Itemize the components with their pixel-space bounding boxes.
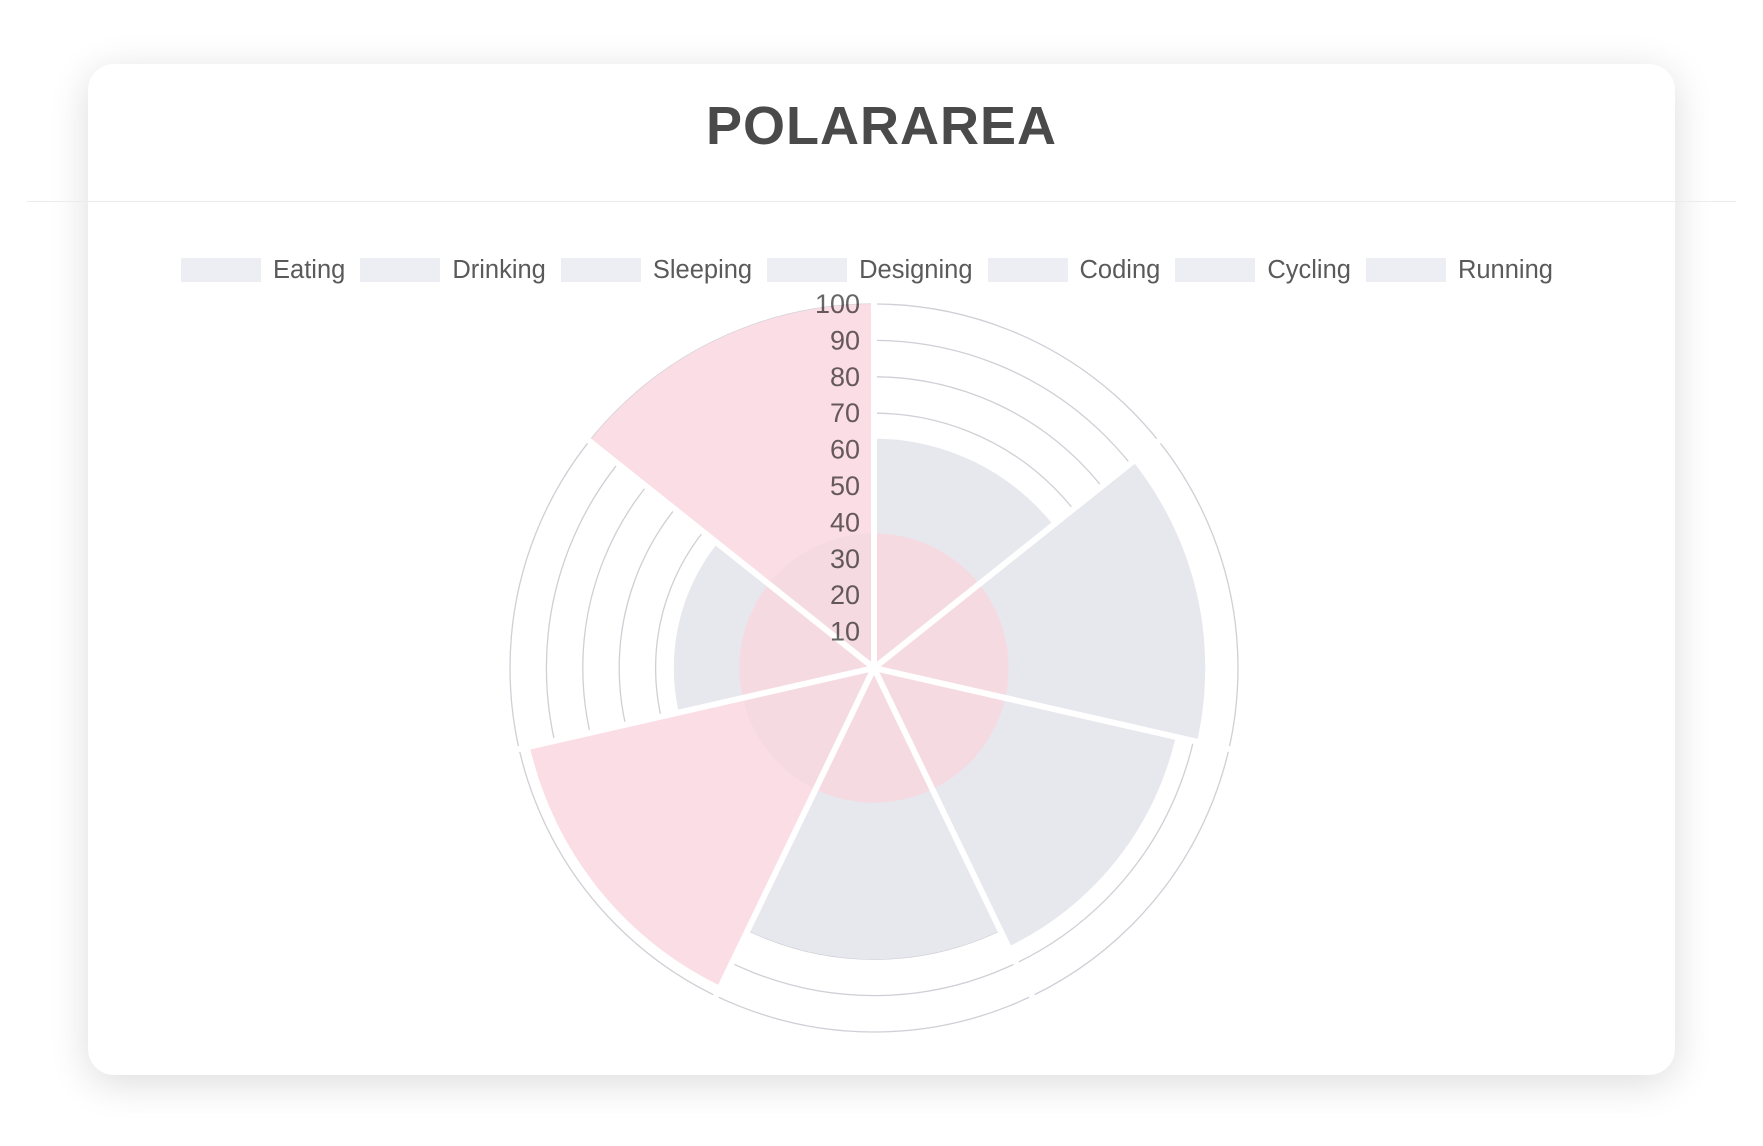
svg-text:30: 30 bbox=[830, 544, 860, 574]
svg-text:50: 50 bbox=[830, 471, 860, 501]
svg-text:20: 20 bbox=[830, 580, 860, 610]
svg-text:100: 100 bbox=[815, 289, 860, 319]
svg-text:40: 40 bbox=[830, 507, 860, 537]
svg-text:10: 10 bbox=[830, 617, 860, 647]
svg-text:70: 70 bbox=[830, 398, 860, 428]
svg-text:90: 90 bbox=[830, 325, 860, 355]
svg-text:80: 80 bbox=[830, 362, 860, 392]
svg-text:60: 60 bbox=[830, 435, 860, 465]
